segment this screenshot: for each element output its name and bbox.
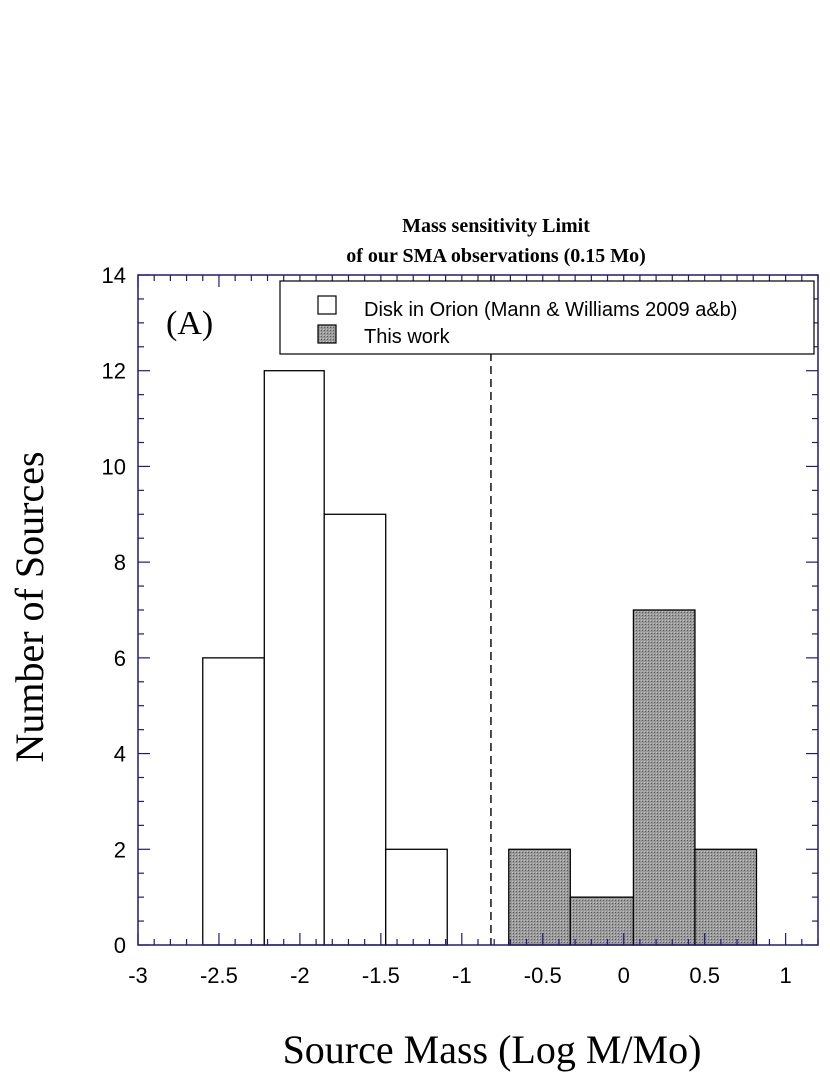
legend-swatch-this-work	[317, 324, 337, 344]
y-tick-label: 0	[114, 933, 126, 958]
x-tick-label: -1.5	[362, 963, 400, 988]
legend: Disk in Orion (Mann & Williams 2009 a&b)…	[279, 280, 815, 355]
bars-layer	[202, 370, 758, 946]
this-work-bar-3	[694, 848, 758, 946]
chart-title-line-2: of our SMA observations (0.15 Mo)	[346, 245, 646, 267]
y-tick-label: 14	[102, 263, 126, 288]
x-tick-label: -1	[452, 963, 472, 988]
orion-bar-3	[385, 848, 448, 946]
x-tick-label: -2.5	[200, 963, 238, 988]
legend-label-this-work: This work	[364, 326, 451, 348]
x-tick-label: 1	[779, 963, 791, 988]
axes-layer	[137, 274, 819, 946]
x-tick-label: -0.5	[524, 963, 562, 988]
this-work-bar-2	[632, 609, 696, 946]
legend-box	[279, 280, 815, 355]
x-tick-label: 0	[618, 963, 630, 988]
x-axis-label: Source Mass (Log M/Mo)	[283, 1027, 702, 1072]
orion-bar-2	[323, 513, 387, 946]
x-tick-label: 0.5	[689, 963, 720, 988]
y-tick-label: 10	[102, 454, 126, 479]
y-tick-label: 6	[114, 646, 126, 671]
y-tick-label: 2	[114, 837, 126, 862]
orion-bar-0	[202, 657, 265, 946]
x-tick-label: -3	[128, 963, 148, 988]
orion-bar-1	[263, 370, 325, 946]
this-work-bar-0	[508, 848, 571, 946]
y-tick-label: 8	[114, 550, 126, 575]
legend-label-orion: Disk in Orion (Mann & Williams 2009 a&b)	[364, 299, 737, 321]
y-tick-label: 4	[114, 742, 126, 767]
y-axis-label: Number of Sources	[7, 451, 52, 762]
this-work-bar-1	[569, 896, 635, 946]
x-tick-label: -2	[290, 963, 310, 988]
y-tick-label: 12	[102, 359, 126, 384]
chart-title-line-1: Mass sensitivity Limit	[402, 215, 590, 237]
panel-label: (A)	[166, 305, 213, 342]
legend-swatch-orion	[317, 295, 337, 315]
